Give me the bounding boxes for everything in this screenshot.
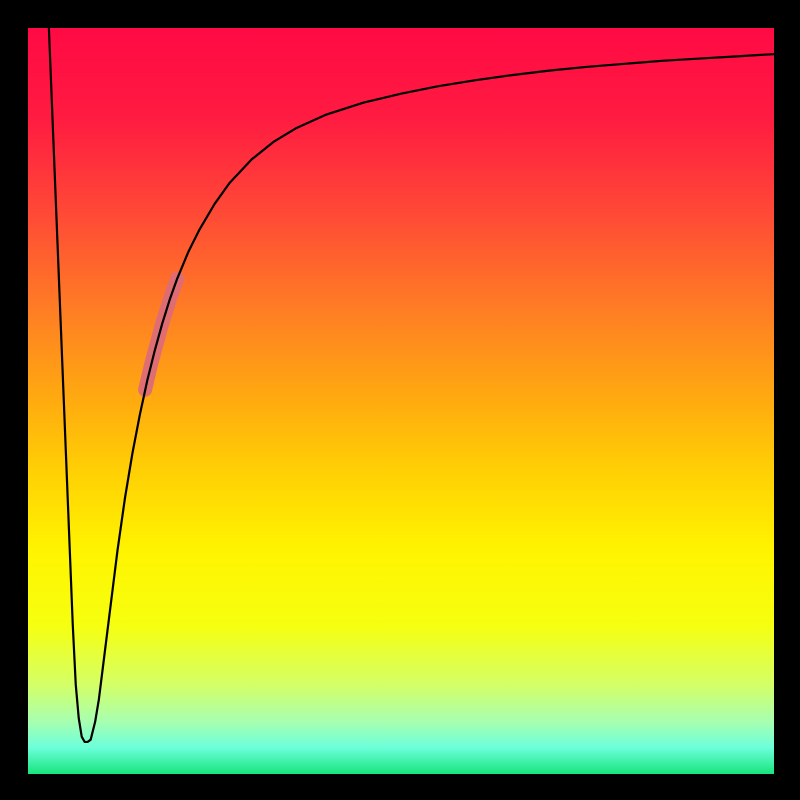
bottleneck-chart: TheBottleneck.com (0, 0, 800, 800)
frame-bottom (0, 774, 800, 800)
frame-right (774, 28, 800, 774)
frame-top (0, 0, 800, 28)
frame-left (0, 28, 28, 774)
plot-surface (0, 0, 800, 800)
plot-background (28, 28, 774, 774)
